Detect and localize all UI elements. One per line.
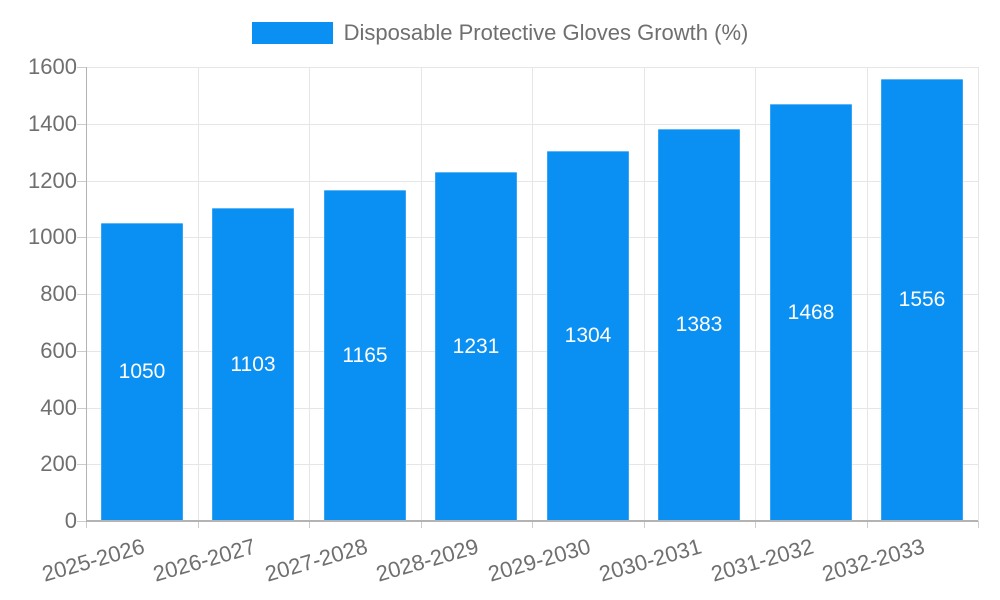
y-axis-label: 600 <box>40 338 77 363</box>
bar[interactable]: 1383 <box>658 129 740 521</box>
y-axis-label: 0 <box>64 508 77 533</box>
y-tick <box>77 124 86 125</box>
bar[interactable]: 1165 <box>324 190 406 521</box>
y-tick <box>77 351 86 352</box>
gridline-vertical <box>978 67 979 521</box>
bar-value-label: 1556 <box>898 288 946 311</box>
bar[interactable]: 1304 <box>547 151 629 521</box>
y-tick <box>77 408 86 409</box>
bar-value-label: 1050 <box>118 360 166 383</box>
x-tick <box>198 521 199 528</box>
y-axis-line <box>86 67 87 521</box>
y-axis-label: 1000 <box>28 224 77 249</box>
y-tick <box>77 521 86 522</box>
gridline-vertical <box>309 67 310 521</box>
y-axis-label: 400 <box>40 395 77 420</box>
legend-swatch <box>251 22 333 44</box>
bar-value-label: 1165 <box>342 343 388 367</box>
bar[interactable]: 1556 <box>881 79 963 521</box>
x-tick <box>867 521 868 528</box>
legend-label: Disposable Protective Gloves Growth (%) <box>343 20 749 45</box>
bar-value-label: 1231 <box>452 334 500 358</box>
gridline-vertical <box>867 67 868 521</box>
chart-legend: Disposable Protective Gloves Growth (%) <box>0 20 1000 45</box>
bar-value-label: 1383 <box>675 313 723 336</box>
x-tick <box>421 521 422 528</box>
y-axis-label: 800 <box>40 281 77 306</box>
y-tick <box>77 67 86 68</box>
bar-value-label: 1103 <box>230 352 276 376</box>
y-axis-label: 1600 <box>28 54 77 79</box>
gridline-vertical <box>421 67 422 521</box>
y-tick <box>77 464 86 465</box>
x-tick <box>978 521 979 528</box>
bar[interactable]: 1231 <box>435 172 517 521</box>
y-axis-label: 1400 <box>28 111 77 136</box>
bar[interactable]: 1103 <box>212 208 294 521</box>
y-tick <box>77 237 86 238</box>
x-tick <box>532 521 533 528</box>
x-tick <box>644 521 645 528</box>
x-axis-baseline <box>86 520 978 522</box>
gridline-vertical <box>644 67 645 521</box>
x-tick <box>86 521 87 528</box>
bar[interactable]: 1050 <box>101 223 183 521</box>
x-tick <box>309 521 310 528</box>
bar-value-label: 1468 <box>787 300 835 324</box>
gridline-vertical <box>755 67 756 521</box>
gridline-vertical <box>198 67 199 521</box>
y-axis-label: 1200 <box>28 168 77 193</box>
y-axis-label: 200 <box>40 451 77 476</box>
bar-value-label: 1304 <box>564 324 612 347</box>
y-tick <box>77 294 86 295</box>
x-tick <box>755 521 756 528</box>
gridline-vertical <box>532 67 533 521</box>
bar[interactable]: 1468 <box>770 104 852 521</box>
y-tick <box>77 181 86 182</box>
